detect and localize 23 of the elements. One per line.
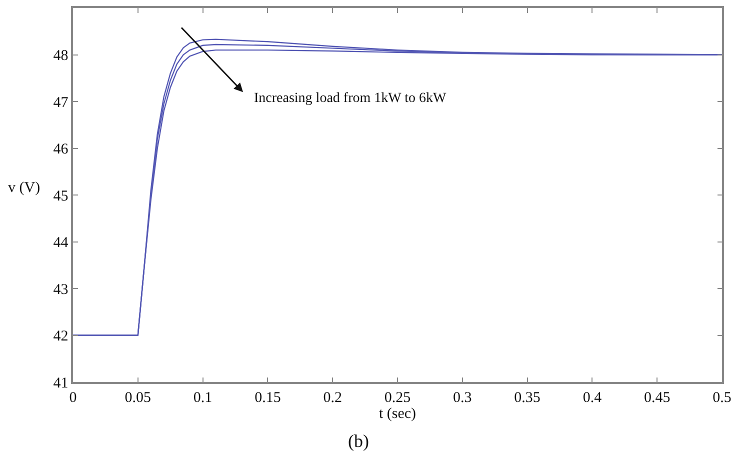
x-tick-label: 0.2 <box>323 390 342 406</box>
x-tick-label: 0.45 <box>644 390 670 406</box>
x-tick-label: 0.15 <box>254 390 281 406</box>
y-tick-label: 48 <box>53 48 68 64</box>
x-tick-label: 0.4 <box>582 390 602 406</box>
y-tick-label: 42 <box>53 328 68 344</box>
x-tick-label: 0.35 <box>514 390 540 406</box>
x-tick-label: 0.25 <box>384 390 411 406</box>
y-tick-label: 41 <box>53 375 68 392</box>
y-tick-label: 43 <box>53 282 68 298</box>
x-axis-title: t (sec) <box>378 406 416 422</box>
y-axis-title: v (V) <box>8 180 40 196</box>
text: (b) <box>348 431 369 451</box>
annotation: Increasing load from 1kW to 6kW <box>254 91 447 106</box>
y-tick-label: 44 <box>53 235 69 251</box>
x-tick-label: 0.5 <box>712 390 732 406</box>
x-tick-label: 0.05 <box>124 390 152 406</box>
x-tick-label: 0 <box>69 390 77 406</box>
x-tick-label: 0.1 <box>193 390 212 406</box>
y-tick-label: 45 <box>53 188 68 204</box>
y-tick-label: 46 <box>53 142 69 158</box>
x-tick-label: 0.3 <box>453 390 472 406</box>
y-tick-label: 47 <box>53 94 69 111</box>
